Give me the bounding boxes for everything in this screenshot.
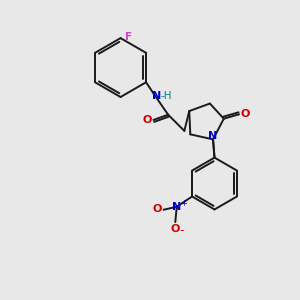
Text: O: O bbox=[152, 204, 162, 214]
Text: N: N bbox=[172, 202, 181, 212]
Text: O: O bbox=[240, 109, 250, 119]
Text: N: N bbox=[152, 91, 161, 101]
Text: F: F bbox=[125, 32, 132, 42]
Text: N: N bbox=[208, 131, 217, 141]
Text: -H: -H bbox=[160, 91, 172, 101]
Text: O: O bbox=[171, 224, 180, 234]
Text: O: O bbox=[143, 115, 152, 125]
Text: -: - bbox=[180, 224, 184, 237]
Text: +: + bbox=[180, 199, 187, 208]
